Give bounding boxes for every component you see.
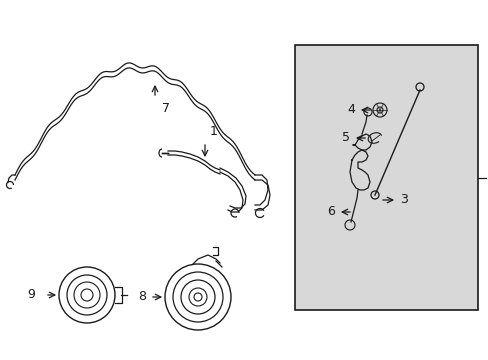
Text: 1: 1	[209, 125, 218, 138]
Text: 5: 5	[341, 131, 349, 144]
Text: 8: 8	[138, 291, 146, 303]
Text: 9: 9	[27, 288, 35, 301]
Text: 3: 3	[399, 193, 407, 207]
Bar	[294, 45, 477, 310]
Text: 6: 6	[326, 206, 334, 219]
Text: 7: 7	[162, 102, 170, 115]
Text: 4: 4	[346, 104, 354, 117]
